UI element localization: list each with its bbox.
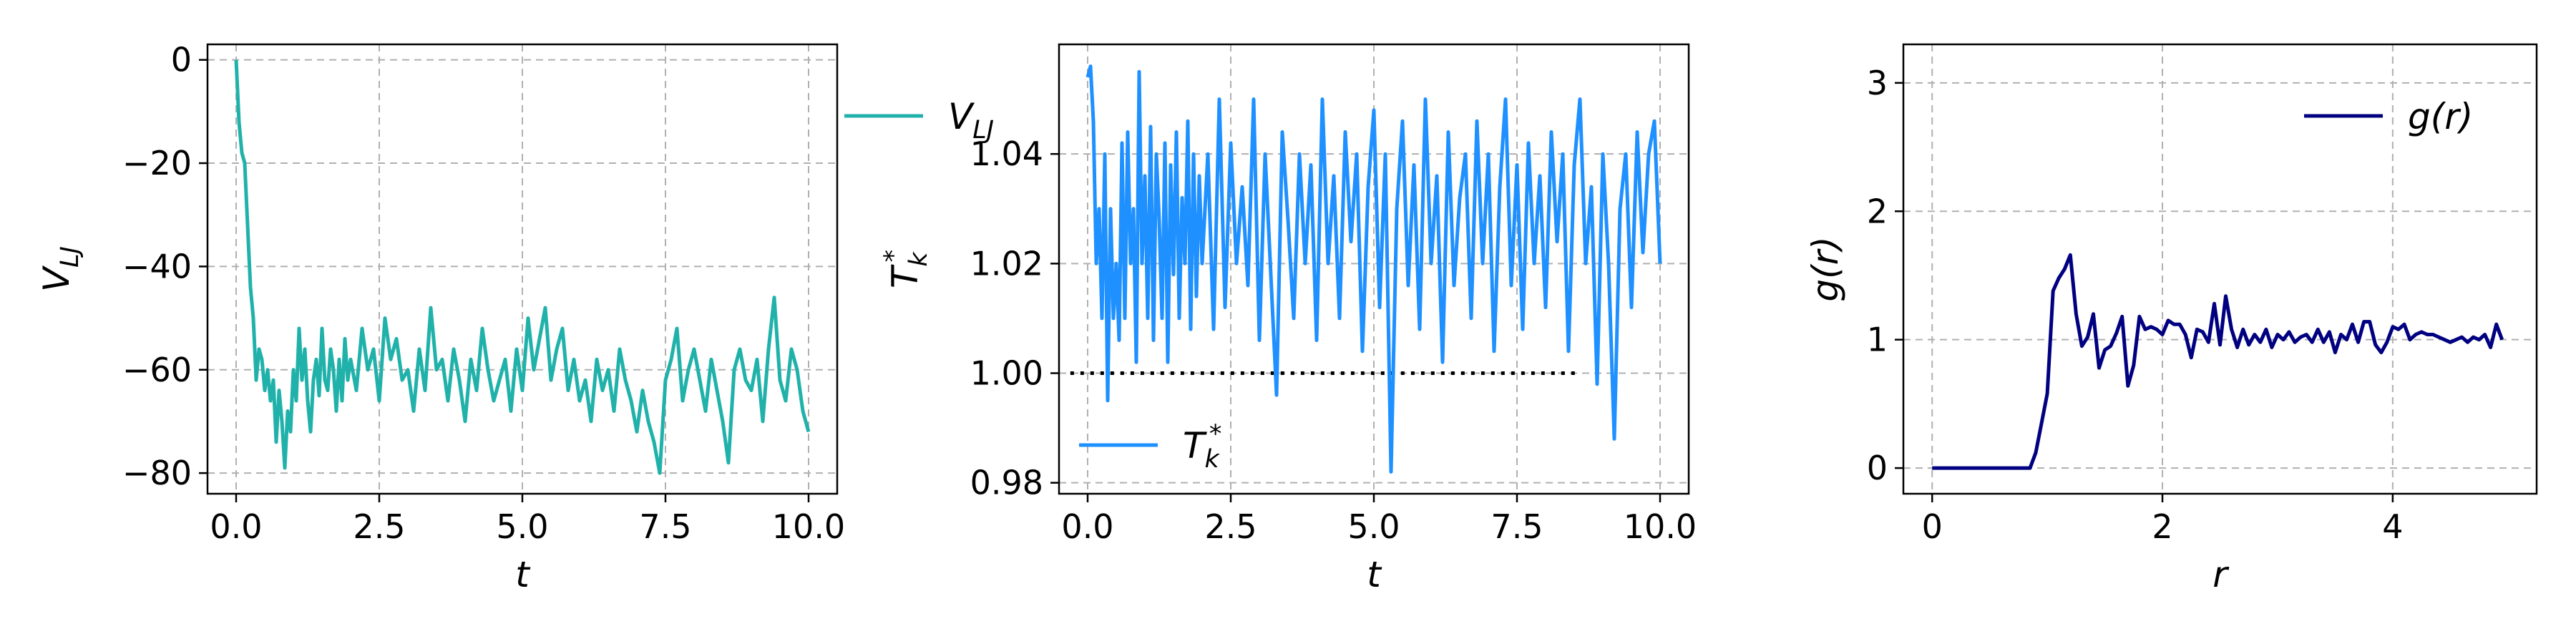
x-tick-label: 2 [2152,507,2172,546]
y-tick-label: −40 [122,247,192,286]
y-tick-label: 1.00 [970,354,1043,393]
series-line-1 [1932,253,2504,470]
series-line-1 [1085,64,1662,474]
y-tick-label: 0 [1867,449,1888,487]
x-axis-label: r [2212,554,2230,595]
x-tick-label: 5.0 [1347,507,1400,546]
x-tick-label: 2.5 [353,507,405,546]
y-tick-label: −60 [122,351,192,389]
y-tick-label: 2 [1867,192,1888,230]
x-tick-label: 4 [2382,507,2403,546]
x-tick-label: 0.0 [210,507,262,546]
panels: 0.0 2.5 5.0 7.5 10.0 0 −20 −40 −60 −80 t VLJ VLJ 0.0 2… [36,41,2538,595]
y-tick-label: 1.02 [970,244,1043,283]
x-tick-label: 7.5 [1491,507,1543,546]
legend-label: g(r) [2408,96,2473,137]
plot-frame [1902,43,2538,495]
legend-label: Tk* [1183,420,1221,474]
legend: VLJ [844,96,994,145]
legend-label: VLJ [948,96,994,145]
chart-panel-3: 0 2 4 0 1 2 3 r g(r) g(r) [1805,43,2538,595]
y-axis-label: Tk* [879,250,933,288]
y-tick-label: −80 [122,454,192,492]
x-axis-label: t [515,554,531,595]
chart-panel-2: 0.0 2.5 5.0 7.5 10.0 0.98 1.00 1.02 1.04 t Tk* Tk* [879,43,1697,595]
x-tick-label: 5.0 [496,507,548,546]
chart-panel-1: 0.0 2.5 5.0 7.5 10.0 0 −20 −40 −60 −80 t VLJ VLJ [36,41,994,595]
y-tick-label: 1 [1867,321,1888,359]
x-tick-label: 10.0 [1624,507,1697,546]
y-tick-label: 1.04 [970,135,1043,173]
y-tick-label: 0.98 [970,464,1043,502]
x-axis-label: t [1367,554,1382,595]
y-tick-label: 3 [1867,64,1888,102]
y-axis-label: VLJ [36,246,84,292]
series-line-1 [234,59,811,475]
x-tick-label: 2.5 [1204,507,1257,546]
x-tick-label: 10.0 [772,507,845,546]
y-axis-label: g(r) [1805,236,1846,301]
x-tick-label: 0 [1922,507,1943,546]
x-tick-label: 7.5 [639,507,691,546]
y-tick-label: −20 [122,144,192,182]
y-tick-label: 0 [171,41,192,79]
x-tick-label: 0.0 [1061,507,1113,546]
legend: Tk* [1079,420,1221,474]
legend: g(r) [2304,96,2473,137]
